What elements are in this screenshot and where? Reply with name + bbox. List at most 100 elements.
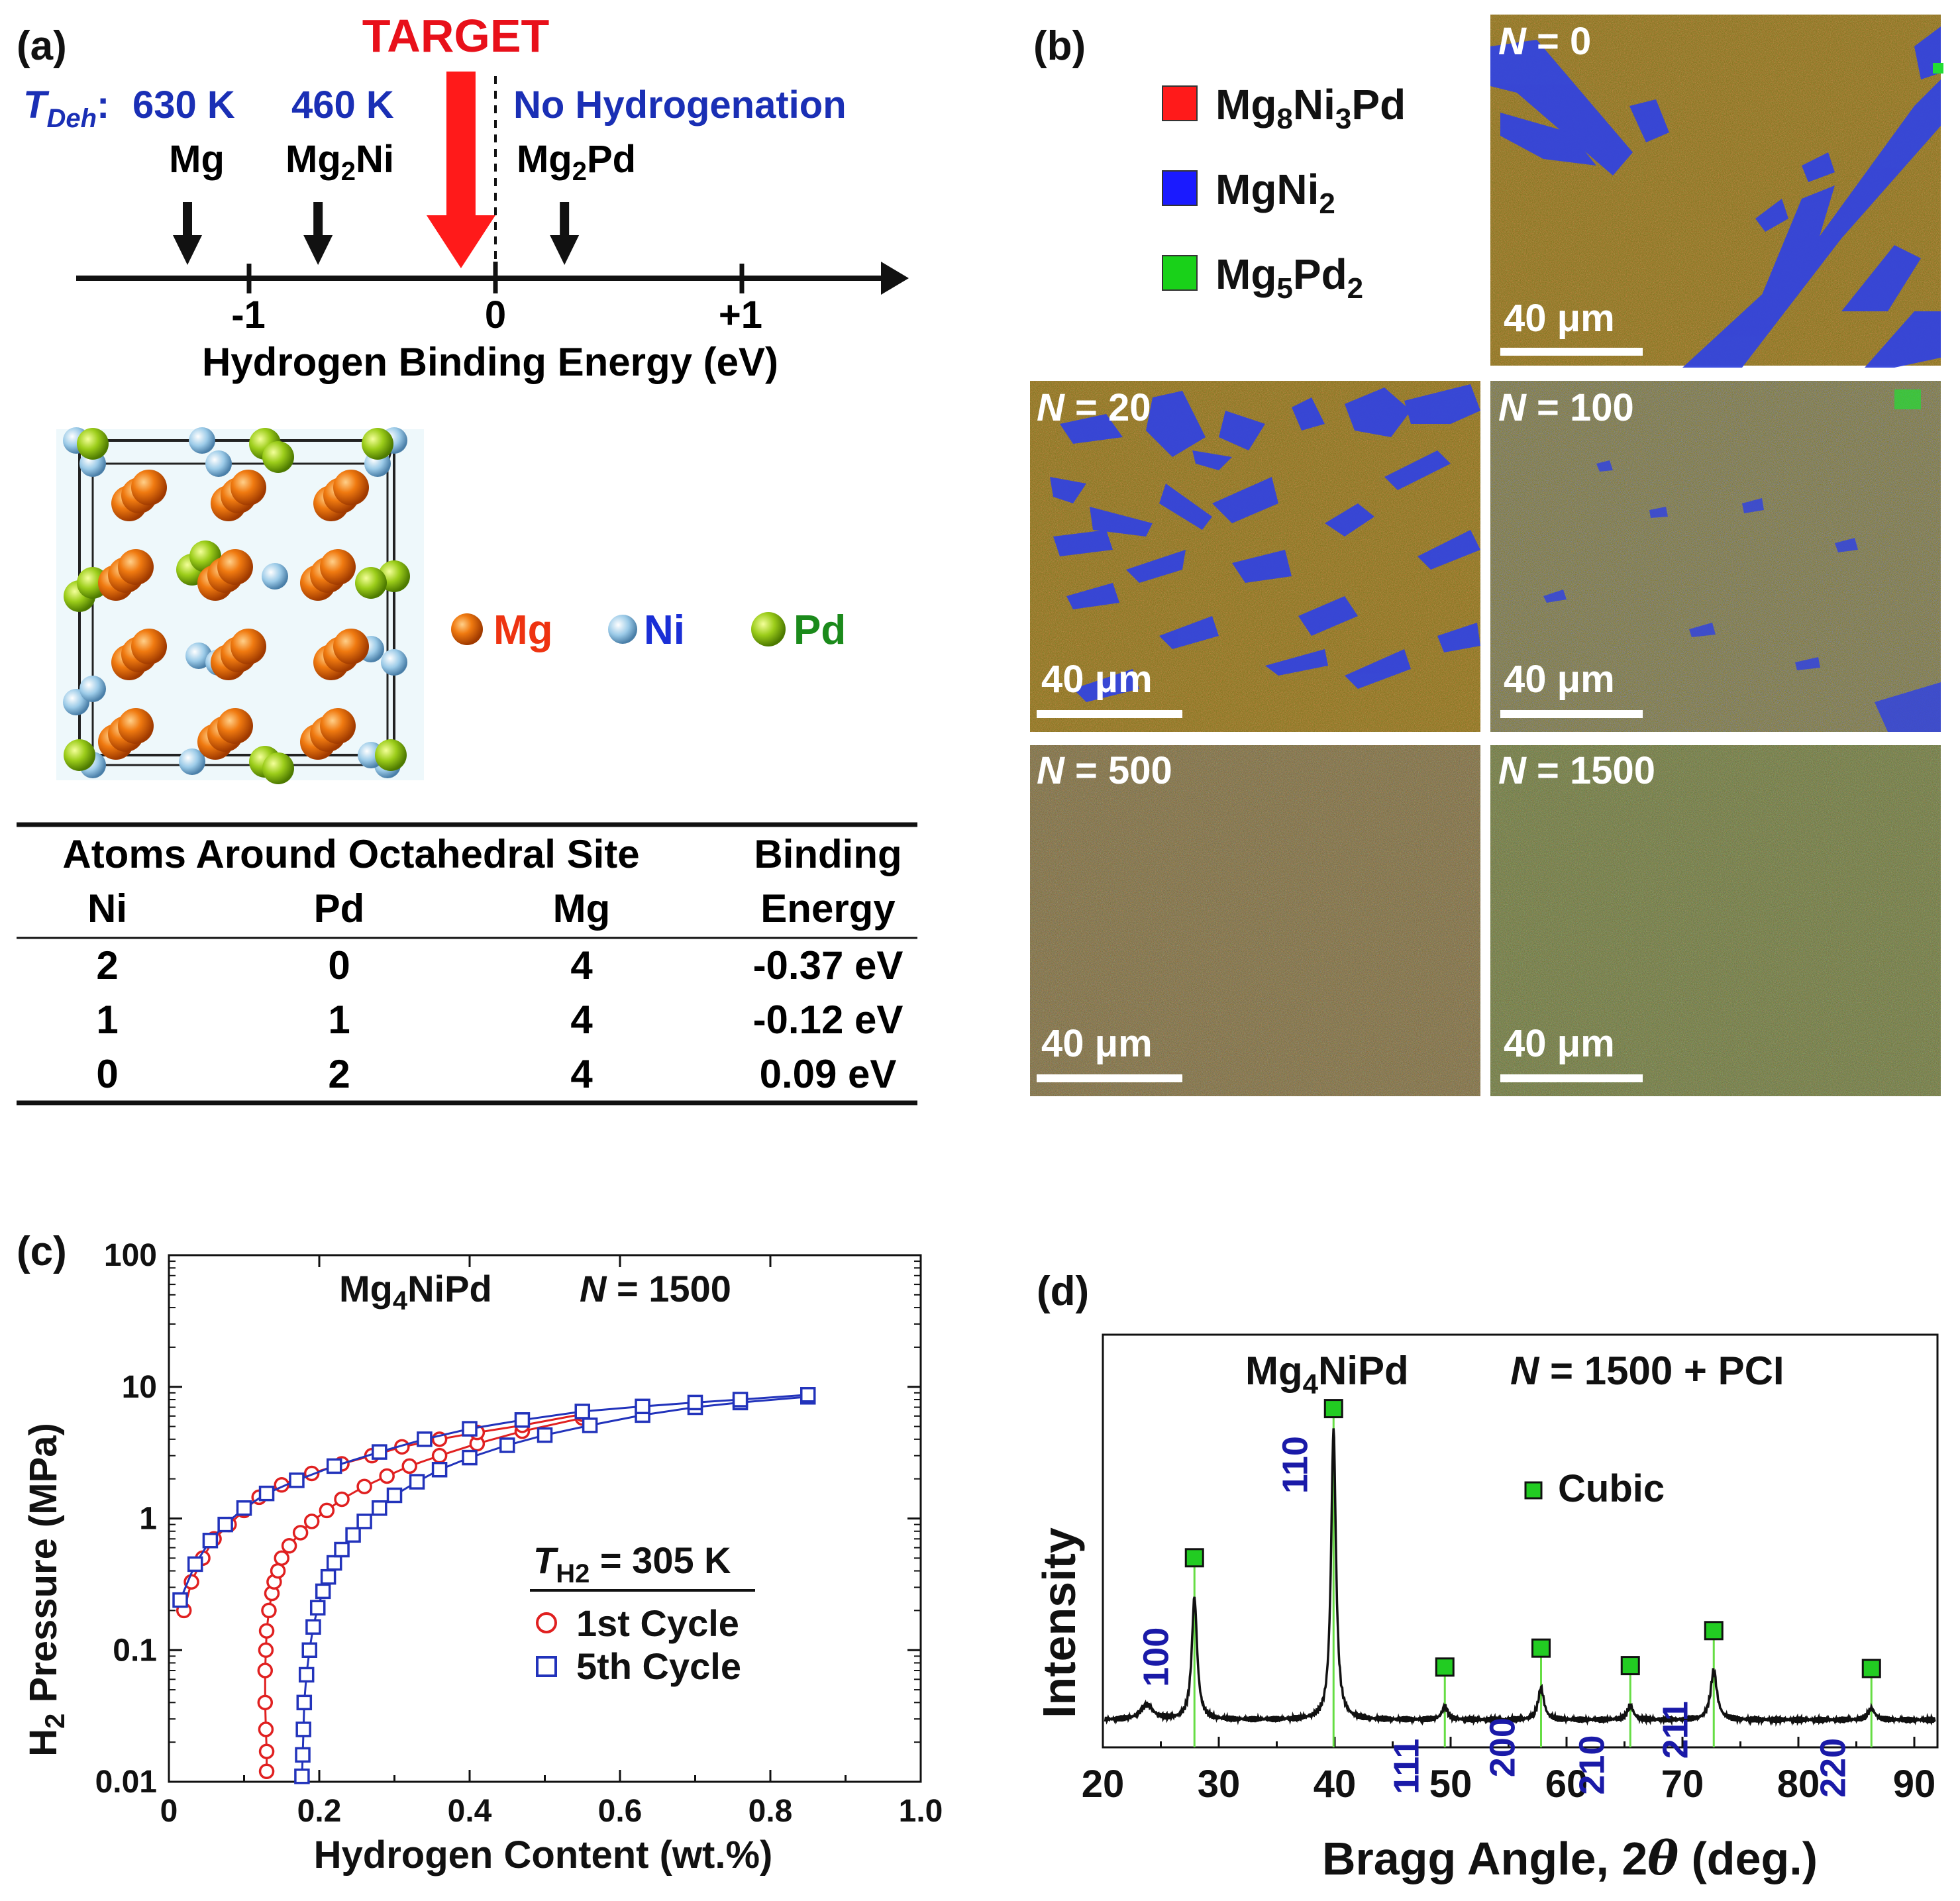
xrd-title: Mg4NiPd [1245,1349,1409,1400]
pci-point-square [202,1533,219,1549]
pci-point-square [372,1444,387,1460]
pci-point-square [574,1404,590,1419]
crystal-legend-pd: Pd [794,607,846,653]
map-n-label: N = 100 [1498,386,1634,429]
panel-b: (b) Mg8Ni3Pd MgNi2 Mg5Pd2 N = 0 40 μm [1030,15,1943,1096]
xrd-series: 100 110 111 200 210 211 220 [1104,1399,1936,1798]
pd-atom [355,567,387,599]
pci-point-square [800,1387,816,1403]
target-label: TARGET [362,10,550,62]
target-arrow-head [426,215,495,268]
marker-arrow-shaft [313,202,323,242]
panel-d-label: (d) [1037,1268,1089,1314]
ni-atom-icon [608,615,637,644]
pci-point-circle [356,1478,372,1494]
pci-point-circle [258,1642,274,1658]
eds-map-n500: N = 500 40 μm [1030,745,1480,1096]
map-n-label: N = 0 [1498,20,1591,63]
pci-point-square [732,1392,748,1408]
pci-point-square [236,1500,252,1516]
pci-point-square [294,1769,310,1784]
energy-axis [76,72,909,295]
pd-atom-icon [751,612,786,646]
pd-atom [262,752,294,784]
pci-point-square [309,1600,326,1616]
pci-x-tick-label: 0 [160,1794,178,1829]
pci-x-tick-label: 0.2 [297,1794,342,1829]
xrd-x-tick-label: 20 [1082,1763,1125,1806]
pci-point-square [687,1394,703,1411]
xrd-ylabel: Intensity [1033,1527,1085,1718]
cubic-legend-label: Cubic [1558,1467,1665,1510]
map-n-label: N = 20 [1037,386,1151,429]
crystal-legend-ni: Ni [644,607,685,653]
pci-legend-1st: 1st Cycle [576,1602,739,1644]
pci-point-square [386,1487,403,1504]
mg-atom [320,708,356,744]
table-cell: 0.09 eV [760,1052,897,1096]
hkl-label: 100 [1136,1627,1176,1687]
pci-point-square [582,1417,598,1433]
pci-point-square [258,1485,275,1502]
mg-atom [320,549,356,585]
pci-title: Mg4NiPd [339,1268,492,1315]
energy-axis-title: Hydrogen Binding Energy (eV) [202,340,778,384]
marker-label-mg2ni: Mg2Ni [285,138,394,186]
table-cell: 4 [570,943,593,988]
table-cell: 2 [96,943,118,988]
pci-point-square [295,1721,311,1737]
pci-point-circle [274,1550,289,1567]
xrd-axes: 20 30 40 50 60 70 80 90 [1082,1333,1939,1806]
pci-point-square [514,1412,531,1428]
pci-legend: TH2 = 305 K 1st Cycle 5th Cycle [530,1539,755,1687]
legend-label-mg5pd2: Mg5Pd2 [1215,250,1363,305]
pci-point-square [217,1516,233,1533]
pci-point-square [499,1437,515,1453]
pci-point-square [172,1592,188,1608]
pci-point-square [326,1555,342,1571]
table-header-pd: Pd [314,886,365,931]
energy-axis-arrowhead [881,262,909,295]
panel-a: (a) TARGET TDeh: 630 K 460 K No Hydrogen… [17,10,917,1105]
xrd-pattern-line [1104,1428,1936,1727]
ni-atom [179,748,205,775]
pci-x-tick-label: 0.8 [748,1794,793,1829]
pci-point-square [187,1556,203,1572]
pci-point-square [289,1472,305,1488]
cubic-peak-marker [1184,1548,1204,1568]
map-n-label: N = 1500 [1498,749,1655,792]
pci-point-circle [431,1447,448,1464]
pci-point-square [298,1667,315,1683]
marker-arrow-shaft [560,202,570,242]
scale-bar-label: 40 μm [1041,1022,1153,1065]
table-header-ni: Ni [87,886,127,931]
table-header-group: Atoms Around Octahedral Site [62,832,639,876]
crystal-legend-mg: Mg [493,607,553,653]
pci-point-square [345,1527,361,1543]
pci-point-square [334,1541,350,1558]
pci-point-circle [270,1563,286,1579]
pci-point-square [372,1500,387,1516]
table-cell: 1 [328,998,350,1042]
map-n-label: N = 500 [1037,749,1172,792]
pci-x-tick-label: 0.4 [448,1794,492,1829]
table-cell: 1 [96,998,118,1042]
mg-atom [131,629,167,664]
cubic-peak-marker [1531,1638,1551,1658]
cubic-peak-marker [1704,1621,1724,1641]
marker-arrow-head [173,235,202,265]
table-cell: 0 [328,943,350,988]
pci-point-square [417,1431,433,1447]
pci-legend-5th: 5th Cycle [576,1645,741,1687]
legend-marker-5th-cycle [536,1656,557,1677]
pci-point-square [409,1474,425,1490]
hkl-label: 200 [1483,1718,1523,1777]
hkl-label: 211 [1655,1701,1695,1759]
legend-swatch-mg5pd2 [1162,255,1198,291]
cubic-legend-marker [1524,1481,1543,1500]
scale-bar [1500,348,1643,356]
ni-atom [205,450,232,477]
eds-map-n100: N = 100 40 μm [1490,381,1941,732]
tick-0: 0 [485,293,506,336]
hkl-label: 210 [1572,1735,1612,1795]
